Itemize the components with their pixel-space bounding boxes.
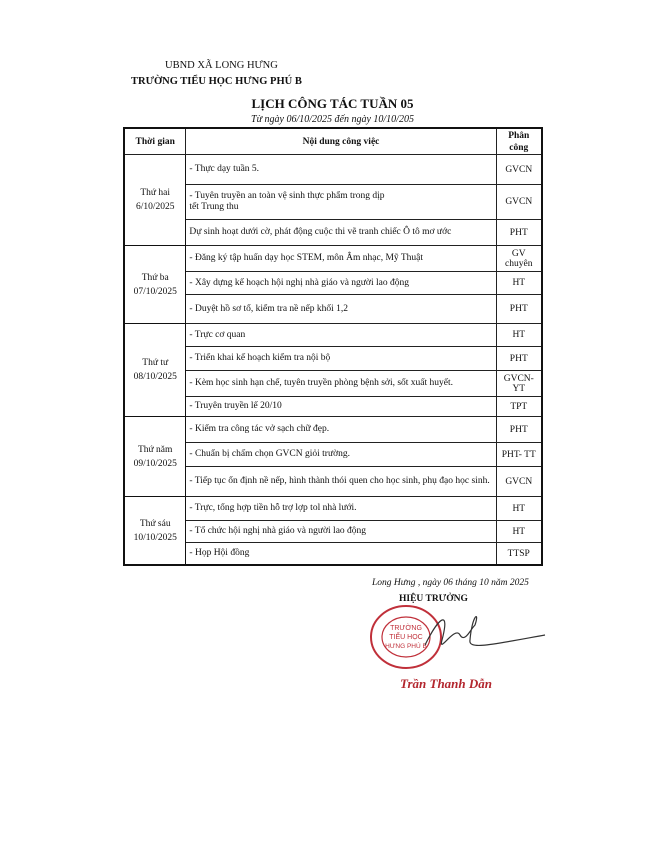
day-name: Thứ sáu [139,518,171,529]
task-assignee: GVCN [495,466,543,497]
task-assignee: HT [495,496,543,521]
task-assignee: GVCN-YT [495,370,543,397]
signer-name: Trần Thanh Dẫn [400,676,492,691]
task-assignee: TTSP [495,542,543,566]
table-row: - Tuyên truyền an toàn vệ sinh thực phẩm… [124,184,543,220]
task-content: - Chuẩn bị chấm chọn GVCN giỏi trường. [185,442,497,467]
signature-scribble [424,615,546,647]
task-content: - Kiểm tra công tác vở sạch chữ đẹp. [185,416,497,443]
task-content: - Triển khai kế hoạch kiểm tra nội bộ [185,346,497,371]
task-assignee: PHT [495,219,543,246]
day-cell: Thứ hai 6/10/2025 [123,154,187,246]
task-assignee: PHT- TT [495,442,543,467]
task-assignee: PHT [495,416,543,443]
svg-text:TRƯỜNG: TRƯỜNG [390,623,422,632]
task-content: - Tiếp tục ổn định nề nếp, hình thành th… [185,466,497,497]
task-assignee: HT [495,271,543,295]
day-cell: Thứ ba 07/10/2025 [123,245,187,324]
day-cell: Thứ sáu 10/10/2025 [123,496,187,566]
school-stamp: TRƯỜNG TIỂU HỌC HƯNG PHÚ B [370,605,442,669]
day-date: 10/10/2025 [133,532,177,543]
svg-text:TIỂU HỌC: TIỂU HỌC [389,632,422,641]
day-date: 09/10/2025 [133,458,177,469]
table-row: - Triển khai kế hoạch kiểm tra nội bộ PHT [124,346,543,371]
task-assignee: GVCN [495,184,543,220]
table-row: - Kèm học sinh hạn chế, tuyên truyền phò… [124,370,543,397]
school-name: TRƯỜNG TIỂU HỌC HƯNG PHÚ B [131,76,302,87]
schedule-table: Thời gian Nội dung công việc Phân công T… [123,127,543,566]
day-name: Thứ năm [137,444,173,455]
table-row: - Họp Hội đồng TTSP [124,542,543,566]
task-content: - Duyệt hồ sơ tổ, kiểm tra nề nếp khối 1… [185,294,497,324]
task-assignee: GV chuyên [495,245,543,272]
task-content: - Xây dựng kế hoạch hội nghị nhà giáo và… [185,271,497,295]
task-content: - Thực dạy tuần 5. [185,154,497,185]
task-assignee: HT [495,323,543,347]
task-content: - Truyên truyền lế 20/10 [185,396,497,417]
table-row: Thứ tư 08/10/2025 - Trực cơ quan HT [123,323,543,417]
task-content: - Trực, tổng hợp tiền hỗ trợ lợp tol nhà… [185,496,497,521]
authority-name: UBND XÃ LONG HƯNG [165,60,278,71]
task-assignee: PHT [495,294,543,324]
task-content: - Tuyên truyền an toàn vệ sinh thực phẩm… [185,184,497,220]
table-row: Thứ ba 07/10/2025 - Đăng ký tập huấn dạy h… [123,245,543,324]
task-assignee: TPT [495,396,543,417]
task-content: - Kèm học sinh hạn chế, tuyên truyền phò… [185,370,497,397]
table-row: Thứ hai 6/10/2025 - Thực dạy tuần 5. GVCN [123,154,543,246]
table-row: - Tiếp tục ổn định nề nếp, hình thành th… [124,466,543,497]
day-date: 6/10/2025 [135,202,175,212]
day-date: 07/10/2025 [133,286,177,297]
task-content: - Họp Hội đồng [185,542,497,566]
table-row: - Chuẩn bị chấm chọn GVCN giỏi trường. PH… [124,442,543,467]
day-cell: Thứ tư 08/10/2025 [123,323,187,417]
column-header: Thời gian [123,127,187,155]
column-header: Nội dung công việc [185,127,497,155]
table-row: Dự sinh hoạt dưới cờ, phát động cuộc thi… [124,219,543,246]
task-assignee: GVCN [495,154,543,185]
day-name: Thứ tư [142,358,169,368]
table-row: - Xây dựng kế hoạch hội nghị nhà giáo và… [124,271,543,295]
column-header: Phân công [495,127,543,155]
table-row: Thứ sáu 10/10/2025 - Trực, tổng hợp tiền h… [123,496,543,566]
table-row: - Duyệt hồ sơ tổ, kiểm tra nề nếp khối 1… [124,294,543,324]
day-name: Thứ ba [141,272,169,283]
table-row: - Tổ chức hội nghị nhà giáo và người lao… [124,520,543,543]
table-row: - Truyên truyền lế 20/10 TPT [124,396,543,417]
task-content: Dự sinh hoạt dưới cờ, phát động cuộc thi… [185,219,497,246]
document-title: LỊCH CÔNG TÁC TUẦN 05 [251,96,414,111]
date-range: Từ ngày 06/10/2025 đến ngày 10/10/205 [251,114,414,125]
task-content: - Đăng ký tập huấn dạy học STEM, môn Âm … [185,245,497,272]
svg-text:HƯNG PHÚ B: HƯNG PHÚ B [385,641,427,650]
day-cell: Thứ năm 09/10/2025 [123,416,187,497]
day-date: 08/10/2025 [133,372,177,382]
task-assignee: HT [495,520,543,543]
place-date: Long Hưng , ngày 06 tháng 10 năm 2025 [372,578,529,588]
table-row: Thứ năm 09/10/2025 - Kiểm tra công tác vở … [123,416,543,497]
task-content: - Tổ chức hội nghị nhà giáo và người lao… [185,520,497,543]
signer-role: HIỆU TRƯỞNG [399,594,468,604]
day-name: Thứ hai [140,188,171,198]
task-assignee: PHT [495,346,543,371]
task-content: - Trực cơ quan [185,323,497,347]
